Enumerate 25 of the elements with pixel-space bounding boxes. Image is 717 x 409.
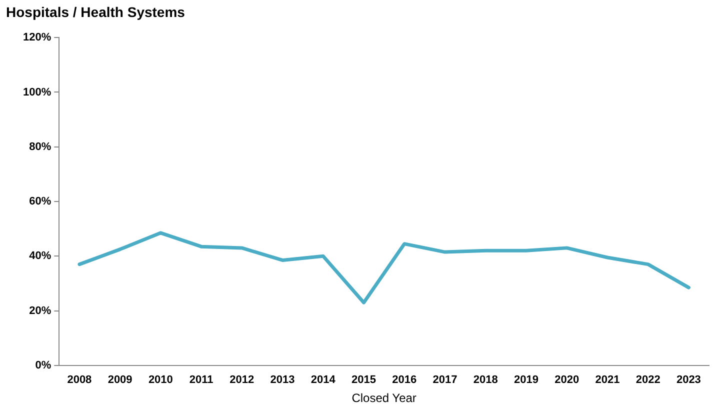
y-tick-label: 20%	[29, 304, 52, 317]
y-tick-label: 40%	[29, 250, 52, 262]
x-tick-label: 2013	[270, 374, 295, 386]
y-tick-label: 100%	[22, 86, 52, 98]
y-tick-label: 60%	[29, 196, 52, 208]
y-tick-label: 80%	[29, 140, 52, 153]
y-tick-label: 0%	[35, 359, 52, 372]
chart-title: Hospitals / Health Systems	[6, 4, 185, 20]
x-tick-label: 2011	[189, 374, 214, 386]
y-tick-label: 120%	[22, 32, 52, 44]
x-tick-label: 2009	[108, 374, 132, 386]
x-tick-label: 2023	[676, 374, 701, 386]
x-axis-title: Closed Year	[352, 391, 416, 406]
x-tick-label: 2015	[352, 374, 376, 386]
x-tick-label: 2014	[310, 374, 336, 386]
x-tick-label: 2017	[432, 374, 458, 386]
x-tick-label: 2012	[230, 374, 254, 386]
x-tick-label: 2022	[636, 374, 660, 386]
x-tick-label: 2008	[67, 374, 92, 386]
x-tick-label: 2021	[595, 374, 620, 386]
x-tick-label: 2018	[473, 374, 498, 386]
x-tick-label: 2010	[148, 374, 173, 386]
x-tick-label: 2020	[554, 374, 580, 386]
x-tick-label: 2019	[514, 374, 538, 386]
x-tick-label: 2016	[392, 374, 417, 386]
